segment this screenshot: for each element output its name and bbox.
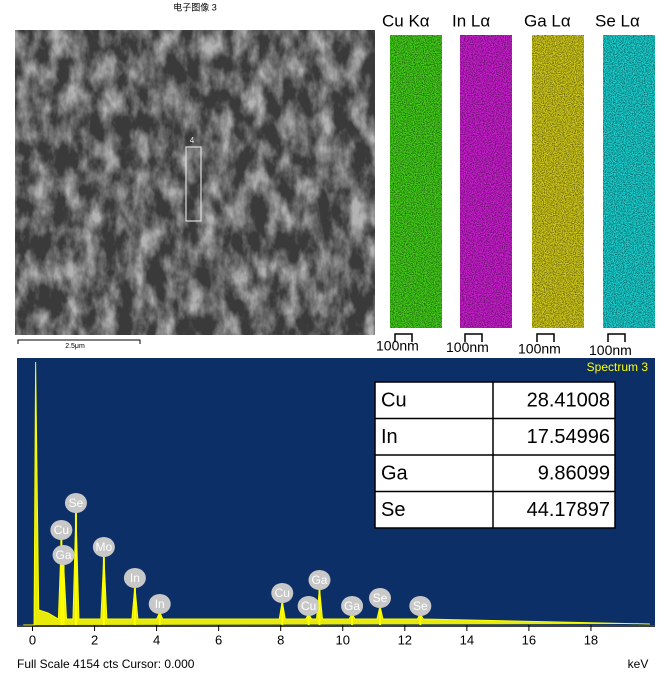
peak-label: Cu: [54, 523, 69, 537]
table-value: 28.41008: [527, 389, 610, 411]
map-label: In Lα: [452, 11, 490, 30]
x-tick-label: 12: [398, 632, 412, 647]
table-element: Ga: [381, 462, 409, 484]
map-noise: [532, 35, 584, 328]
maps: Cu Kα 100nm In Lα 100nm Ga Lα 100nm Se Lα 100nm: [376, 11, 655, 358]
x-tick-label: 0: [29, 632, 36, 647]
sem-texture: [15, 30, 375, 335]
table-element: Se: [381, 499, 405, 521]
map-scale-bar: [608, 334, 625, 342]
sem-title: 电子图像 3: [173, 1, 217, 12]
x-tick-label: 6: [215, 632, 222, 647]
x-tick-label: 4: [153, 632, 160, 647]
peak-label: Cu: [275, 586, 290, 600]
peak-label: Se: [373, 591, 388, 605]
map-label: Se Lα: [595, 11, 640, 30]
peak-label: Cu: [301, 599, 316, 613]
x-tick-label: 18: [584, 632, 598, 647]
spectrum-title: Spectrum 3: [587, 360, 649, 374]
map-noise: [603, 35, 655, 328]
map-noise: [390, 35, 442, 328]
peak-label: Se: [413, 599, 428, 613]
map-label: Ga Lα: [524, 11, 571, 30]
x-tick-label: 16: [522, 632, 536, 647]
peak-label: Ga: [56, 548, 72, 562]
peak-label: Se: [69, 496, 84, 510]
map-scale: 100nm: [518, 341, 561, 357]
table-value: 9.86099: [538, 462, 610, 484]
table-element: In: [381, 426, 398, 448]
map-noise: [460, 35, 512, 328]
quant-table: Cu 28.41008 In 17.54996 Ga 9.86099 Se 44.17897: [375, 382, 615, 528]
peak-label: Mo: [96, 540, 113, 554]
table-value: 44.17897: [527, 499, 610, 521]
peak-label: In: [155, 597, 165, 611]
map-scale: 100nm: [446, 339, 489, 355]
map-scale: 100nm: [376, 338, 419, 354]
x-axis-label: keV: [628, 657, 649, 671]
table-element: Cu: [381, 389, 407, 411]
map-scale: 100nm: [589, 342, 632, 358]
table-value: 17.54996: [527, 426, 610, 448]
sem-region-label: 4: [190, 136, 195, 145]
x-tick-label: 14: [460, 632, 474, 647]
peak-label: In: [130, 571, 140, 585]
sem-scale: 2.5μm: [65, 343, 85, 350]
x-tick-label: 8: [277, 632, 284, 647]
footer: Full Scale 4154 cts Cursor: 0.000: [17, 657, 195, 671]
x-tick-label: 10: [336, 632, 350, 647]
peak-label: Ga: [311, 573, 327, 587]
peak-label: Ga: [344, 599, 360, 613]
figure: 电子图像 3 4 2.5μm Cu Kα 100nm In Lα 100nm Ga Lα…: [0, 0, 667, 675]
map-label: Cu Kα: [382, 11, 430, 30]
x-tick-label: 2: [91, 632, 98, 647]
